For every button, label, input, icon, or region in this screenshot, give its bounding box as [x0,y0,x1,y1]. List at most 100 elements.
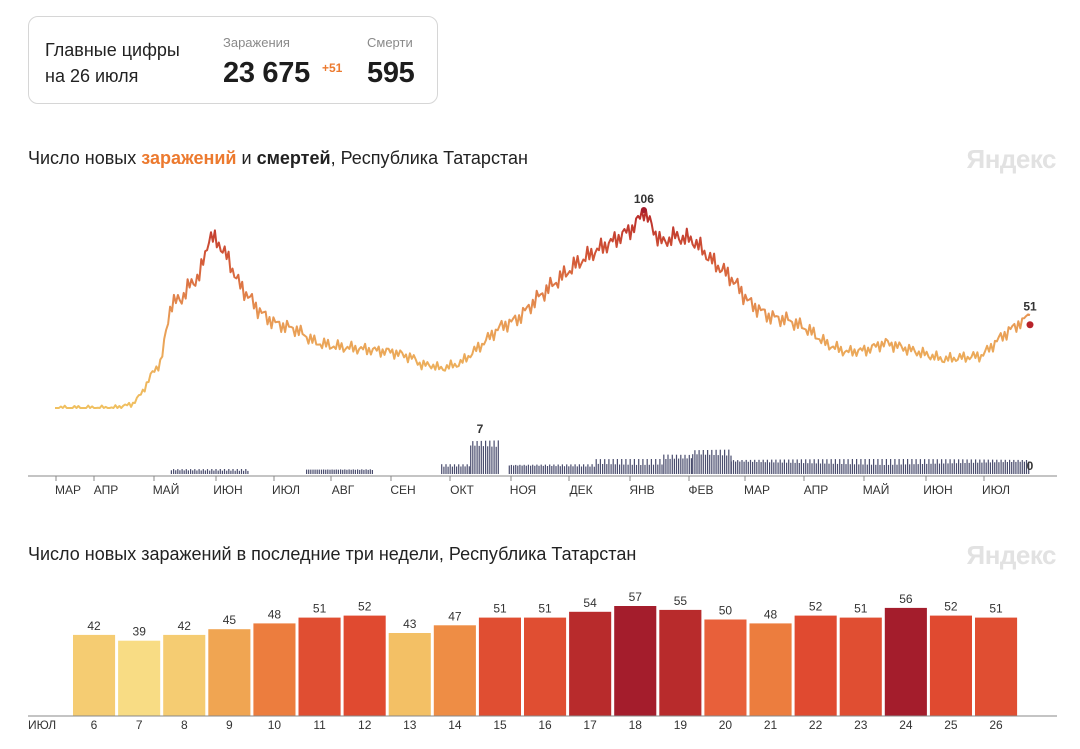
bar-day-19 [659,609,702,716]
chart2-day-label: 26 [989,718,1003,732]
death-bar [549,464,551,474]
death-bar [350,469,352,474]
bar-value-label: 54 [583,596,597,610]
death-bar [702,450,704,474]
death-bar [591,464,593,474]
chart1-month-label: МАЙ [863,482,890,497]
death-bar [786,462,788,474]
death-bar [754,459,756,474]
summary-title: Главные цифры на 26 июля [45,37,215,89]
death-bar [836,463,839,474]
chart2-day-label: 19 [674,718,688,732]
summary-title-line1: Главные цифры [45,40,180,60]
death-bar [800,459,802,474]
death-bar [657,464,659,474]
chart1-month-label: МАР [55,483,81,497]
bar-value-label: 51 [493,602,507,616]
death-bar [357,469,359,474]
chart2-day-label: 20 [719,718,733,732]
death-bar [769,462,771,474]
death-bar [245,469,247,474]
death-bar [926,463,928,474]
death-bar [580,466,583,474]
death-bar [707,450,709,474]
chart2-day-label: 8 [181,718,188,732]
death-bar [487,446,489,474]
death-bar [673,458,675,474]
death-bar [217,470,219,474]
death-bar [788,459,790,474]
chart1-month-label: АПР [94,483,119,497]
death-bar [688,454,690,474]
chart1-title: Число новых заражений и смертей, Республ… [28,148,528,169]
bar-day-21 [749,623,792,716]
death-bar [735,461,737,474]
bar-day-11 [298,617,341,716]
death-bar [202,469,204,474]
bar-day-7 [118,640,161,716]
death-bar [306,469,308,474]
death-bar [992,459,994,474]
bar-day-16 [524,617,567,716]
death-bar [559,466,561,474]
death-bar [764,462,766,474]
death-bar [711,449,713,474]
death-bar [359,469,361,474]
death-bar [762,459,764,474]
death-bar [989,462,991,474]
death-bar [606,464,608,474]
death-bar [226,470,228,474]
death-bar [215,469,217,474]
bar-value-label: 56 [899,592,913,606]
death-bar [830,459,832,474]
death-bar [508,465,510,474]
death-bar [608,459,610,474]
death-bar [724,449,726,474]
chart2-day-label: 18 [629,718,643,732]
chart2-month-label: ИЮЛ [28,718,56,732]
death-bar [540,464,542,474]
death-bar [230,470,232,474]
death-bar [675,454,678,474]
death-bar [482,446,484,474]
death-bar [843,459,845,474]
bar-value-label: 52 [944,600,958,614]
chart1-x-axis: МАР АПР МАЙ ИЮН ИЮЛ АВГ СЕН ОКТ НОЯ ДЕК ЯНВ ФЕВ МАР А… [28,475,1057,497]
death-bar [704,454,707,474]
death-bar [998,462,1000,474]
chart2-x-axis: ИЮЛ 6 7 8 9 10 11 12 13 14 15 16 17 18 19 20 21 22 23 24 25 2… [28,715,1057,732]
chart1-month-label: ИЮН [923,483,952,497]
death-bar [817,459,819,474]
death-bar [495,446,497,474]
death-bar [534,465,536,474]
death-bar [648,464,650,474]
death-bar [962,459,964,474]
death-bar [930,463,932,474]
death-bar [977,462,979,474]
chart1-title-deaths: смертей [256,148,331,168]
death-bar [493,440,495,474]
death-bar [640,465,642,474]
death-bar [644,464,646,474]
death-bar [864,459,866,474]
death-bar [544,464,546,474]
death-bar [200,470,202,474]
chart2-day-label: 21 [764,718,778,732]
chart1-month-label: ФЕВ [688,483,713,497]
death-bar [458,464,460,474]
chart1-month-label: НОЯ [510,483,536,497]
chart2-day-label: 17 [583,718,597,732]
death-bar [661,464,663,474]
chart2-bars: 42 39 42 45 48 51 52 43 47 51 51 54 57 55 50 48 52 51 56 52… [73,590,1018,716]
chart2-day-label: 12 [358,718,372,732]
death-bar [1025,460,1028,474]
infections-last-label: 51 [1023,300,1037,314]
death-bar [917,464,919,474]
death-bar [625,459,627,474]
bar-value-label: 43 [403,617,417,631]
death-bar [593,466,595,474]
death-bar [585,466,587,474]
chart1-month-label: ДЕК [569,483,592,497]
bar-value-label: 50 [719,604,733,618]
death-bar [955,463,958,474]
